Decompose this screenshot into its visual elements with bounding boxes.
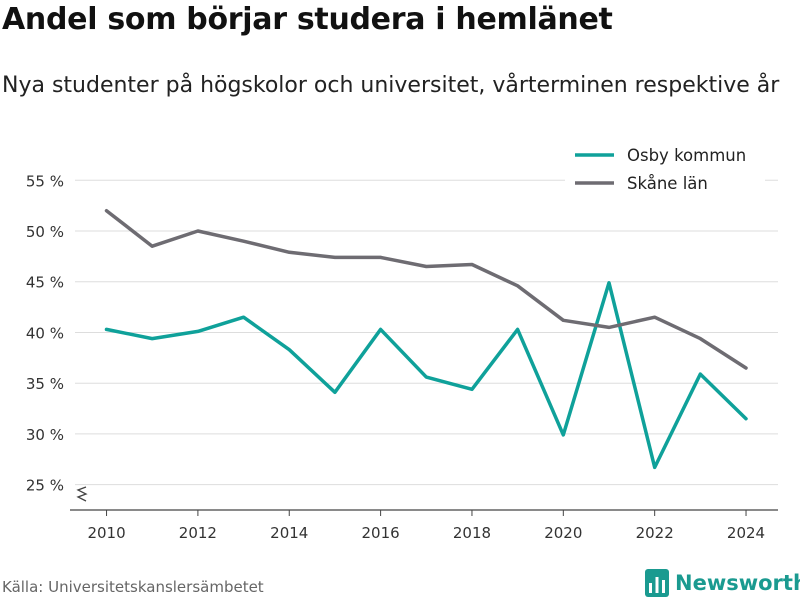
chart-subtitle: Nya studenter på högskolor och universit… xyxy=(2,73,780,98)
y-tick-label: 25 % xyxy=(26,477,64,495)
x-tick-label: 2022 xyxy=(636,524,674,542)
y-tick-label: 40 % xyxy=(26,324,64,342)
x-tick-label: 2024 xyxy=(727,524,765,542)
x-tick-label: 2016 xyxy=(362,524,400,542)
legend-label: Osby kommun xyxy=(627,146,746,165)
y-tick-label: 35 % xyxy=(26,375,64,393)
x-tick-label: 2014 xyxy=(270,524,308,542)
legend-background xyxy=(565,142,765,198)
newsworthy-logo: Newsworthy xyxy=(645,568,800,598)
series-line-skane-lan xyxy=(104,208,748,370)
chart-title: Andel som börjar studera i hemlänet xyxy=(2,2,613,37)
series-line-osby-kommun xyxy=(104,281,748,470)
legend-label: Skåne län xyxy=(627,174,708,193)
line-chart: 25 % 30 % 35 % 40 % 45 % 50 % 55 % 2010 2012 2014… xyxy=(25,142,778,542)
y-tick-label: 55 % xyxy=(26,172,64,190)
x-tick-label: 2020 xyxy=(544,524,582,542)
source-note: Källa: Universitetskanslersämbetet xyxy=(2,578,264,596)
y-tick-label: 45 % xyxy=(26,274,64,292)
x-tick-label: 2012 xyxy=(179,524,217,542)
axes: 25 % 30 % 35 % 40 % 45 % 50 % 55 % 2010 2012 2014… xyxy=(26,172,778,542)
series-lines xyxy=(104,208,748,470)
x-tick-label: 2010 xyxy=(87,524,125,542)
y-tick-label: 50 % xyxy=(26,223,64,241)
x-tick-label: 2018 xyxy=(453,524,491,542)
brand-name: Newsworthy xyxy=(675,571,800,595)
axis-break-mark xyxy=(76,486,88,502)
y-tick-label: 30 % xyxy=(26,426,64,444)
legend: Osby kommun Skåne län xyxy=(565,142,765,198)
bar-chart-logo-icon xyxy=(645,569,669,597)
